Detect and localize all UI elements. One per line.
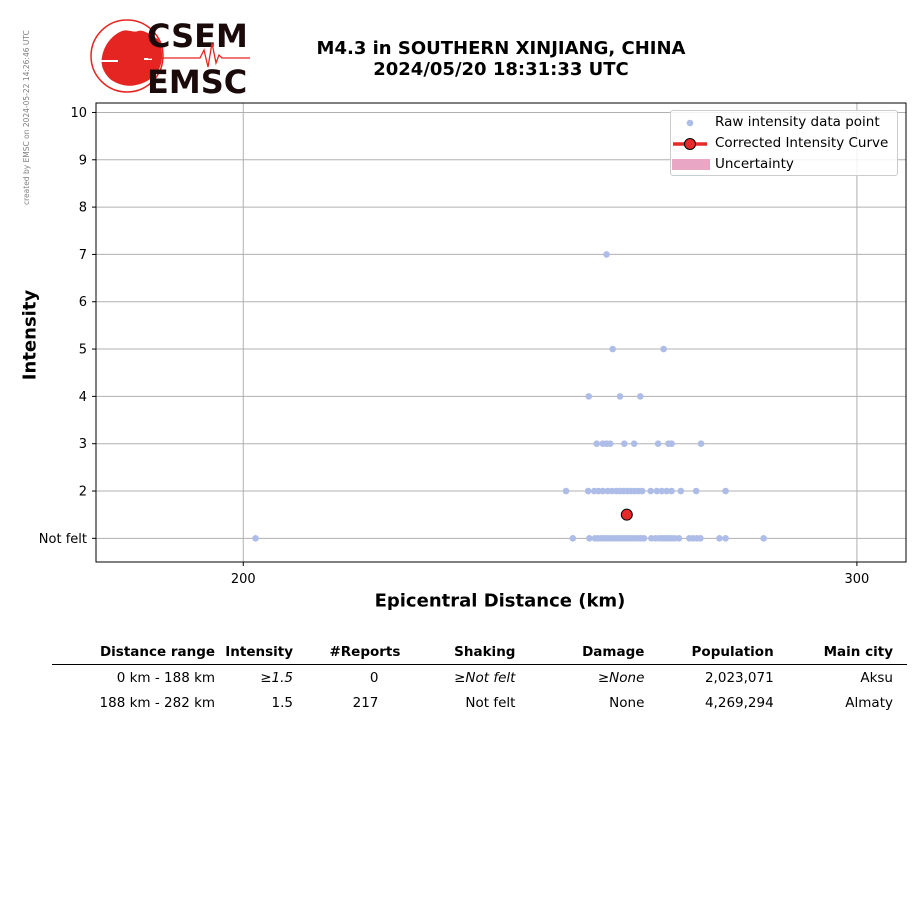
raw-data-point xyxy=(585,393,593,400)
raw-data-points xyxy=(252,251,767,542)
cell-range: 0 km - 188 km xyxy=(116,669,216,686)
raw-data-point xyxy=(609,345,616,353)
raw-data-point xyxy=(668,440,675,448)
header-main-city: Main city xyxy=(785,642,907,665)
y-axis-label: Intensity xyxy=(19,289,41,381)
raw-data-point xyxy=(675,535,683,542)
cell-damage: ≥None xyxy=(597,669,645,686)
raw-data-point xyxy=(668,487,675,495)
raw-data-point xyxy=(722,535,729,542)
legend-curve-marker xyxy=(673,138,707,150)
logo-globe xyxy=(90,19,164,93)
cell-intensity: 1.5 xyxy=(271,694,294,711)
header-population: Population xyxy=(656,642,786,665)
table-row: 188 km - 282 km 1.5 217 Not felt None 4,… xyxy=(52,690,907,715)
legend-item-curve: Corrected Intensity Curve xyxy=(671,134,897,154)
raw-data-point xyxy=(677,487,685,495)
x-axis-label: Epicentral Distance (km) xyxy=(374,590,626,612)
y-tick-label: 6 xyxy=(79,295,87,310)
raw-data-point xyxy=(630,440,638,448)
x-tick-label: 200 xyxy=(231,572,256,587)
header-intensity: Intensity xyxy=(223,642,300,665)
legend-item-raw: Raw intensity data point xyxy=(671,113,897,133)
legend-raw-marker xyxy=(686,119,694,127)
raw-data-point xyxy=(654,440,662,448)
raw-data-point xyxy=(697,440,705,448)
raw-data-point xyxy=(606,440,614,448)
cell-population: 2,023,071 xyxy=(704,669,774,686)
raw-data-point xyxy=(584,487,592,495)
logo-europe-map xyxy=(101,30,163,86)
axis-ticks: Not felt 2 3 4 5 6 7 8 9 10 200 300 xyxy=(39,106,870,587)
table-header-row: Distance range Intensity #Reports Shakin… xyxy=(52,642,907,665)
y-tick-label: 2 xyxy=(79,485,87,500)
raw-data-point xyxy=(663,487,670,495)
header-reports: #Reports xyxy=(299,642,407,665)
raw-data-point xyxy=(647,487,655,495)
plot-frame xyxy=(95,102,907,563)
header-shaking: Shaking xyxy=(406,642,528,665)
raw-data-point xyxy=(593,440,601,448)
y-tick-label: 3 xyxy=(79,437,87,452)
raw-data-point xyxy=(658,487,666,495)
y-tick-label: 10 xyxy=(70,106,87,121)
y-tick-label: Not felt xyxy=(39,532,87,547)
raw-data-point xyxy=(636,393,644,400)
header-distance-range: Distance range xyxy=(52,642,224,665)
raw-data-point xyxy=(760,535,767,542)
raw-data-point xyxy=(653,487,661,495)
legend-raw-label: Raw intensity data point xyxy=(715,114,880,130)
cell-city: Aksu xyxy=(860,669,893,686)
raw-data-point xyxy=(660,345,667,353)
title-line-1: M4.3 in SOUTHERN XINJIANG, CHINA xyxy=(316,38,686,59)
cell-reports: 0 xyxy=(369,669,379,686)
raw-data-point xyxy=(638,487,646,495)
corrected-intensity-point xyxy=(620,508,633,521)
raw-data-point xyxy=(562,487,570,495)
logo-seismogram xyxy=(148,42,250,68)
chart-title: M4.3 in SOUTHERN XINJIANG, CHINA 2024/05… xyxy=(250,38,752,80)
raw-data-point xyxy=(603,251,610,258)
y-tick-label: 9 xyxy=(79,153,87,168)
raw-data-point xyxy=(640,535,648,542)
raw-data-point xyxy=(599,487,607,495)
raw-data-point xyxy=(716,535,723,542)
cell-shaking: ≥Not felt xyxy=(454,669,516,686)
logo-emsc-text: EMSC xyxy=(147,63,247,99)
grid-lines xyxy=(96,103,906,562)
cell-damage: None xyxy=(609,694,645,711)
x-tick-label: 300 xyxy=(844,572,869,587)
y-tick-label: 8 xyxy=(79,201,87,216)
cell-population: 4,269,294 xyxy=(704,694,774,711)
cell-city: Almaty xyxy=(845,694,893,711)
y-tick-label: 5 xyxy=(79,343,87,358)
raw-data-point xyxy=(697,535,704,542)
y-tick-label: 4 xyxy=(79,390,87,405)
y-tick-label: 7 xyxy=(79,248,87,263)
legend-uncertainty-label: Uncertainty xyxy=(715,156,794,172)
header-damage: Damage xyxy=(527,642,657,665)
raw-data-point xyxy=(616,393,624,400)
raw-data-point xyxy=(569,535,577,542)
csem-emsc-logo: CSEM EMSC xyxy=(90,17,250,99)
cell-range: 188 km - 282 km xyxy=(99,694,216,711)
raw-data-point xyxy=(621,440,628,448)
intensity-summary-table: Distance range Intensity #Reports Shakin… xyxy=(52,642,907,715)
cell-intensity: ≥1.5 xyxy=(260,669,294,686)
raw-data-point xyxy=(692,487,700,495)
cell-reports: 217 xyxy=(352,694,379,711)
legend-curve-label: Corrected Intensity Curve xyxy=(715,135,889,151)
raw-data-point xyxy=(722,487,729,495)
legend-uncertainty-patch xyxy=(672,159,710,170)
logo-csem-text: CSEM xyxy=(147,17,248,55)
table-row: 0 km - 188 km ≥1.5 0 ≥Not felt ≥None 2,0… xyxy=(52,665,907,691)
raw-data-point xyxy=(252,535,259,542)
corrected-curve xyxy=(620,508,633,521)
cell-shaking: Not felt xyxy=(465,694,516,711)
legend-item-uncertainty: Uncertainty xyxy=(671,155,897,175)
raw-data-point xyxy=(586,535,593,542)
legend: Raw intensity data point Corrected Inten… xyxy=(670,110,898,176)
title-line-2: 2024/05/20 18:31:33 UTC xyxy=(373,59,629,80)
